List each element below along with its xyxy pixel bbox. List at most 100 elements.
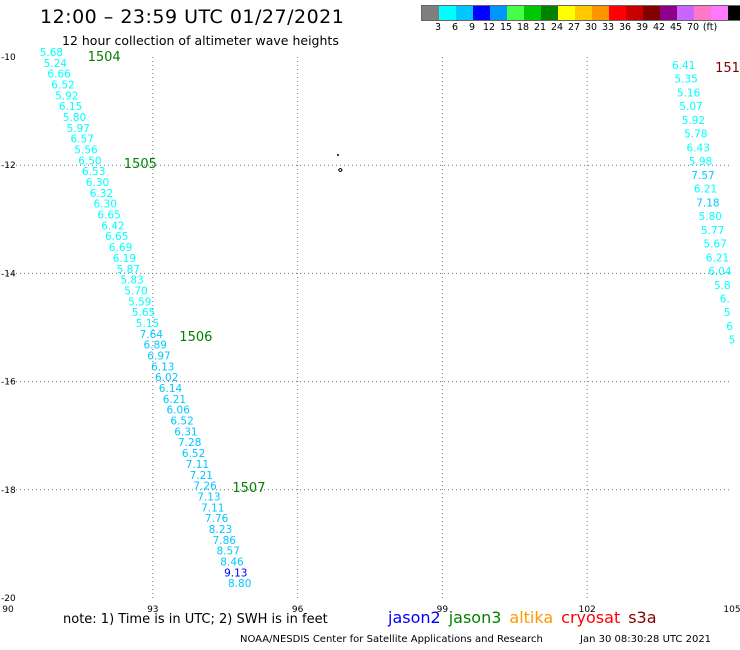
wave-height-tracks: 5.685.246.666.525.926.155.805.976.575.56…	[40, 47, 740, 590]
map-subtitle: 12 hour collection of altimeter wave hei…	[62, 33, 339, 48]
wave-height-value: 6.52	[182, 448, 205, 460]
scale-swatch	[439, 6, 456, 20]
scale-label: 24	[550, 22, 564, 33]
longitude-tick-label: 93	[147, 605, 158, 615]
wave-height-value: 5.83	[120, 275, 143, 287]
wave-height-value: 5.15	[136, 318, 159, 330]
scale-label: 42	[652, 22, 666, 33]
wave-height-value: 5.59	[128, 296, 151, 308]
credit-line: NOAA/NESDIS Center for Satellite Applica…	[240, 634, 543, 645]
wave-height-value: 6.	[720, 294, 730, 306]
scale-swatch	[524, 6, 541, 20]
wave-height-value: 7.64	[140, 329, 164, 341]
wave-height-value: 5.87	[117, 264, 140, 276]
latitude-tick-label: -12	[1, 161, 16, 171]
wave-height-value: 6.13	[151, 361, 174, 373]
scale-swatch	[643, 6, 660, 20]
scale-label: 9	[468, 22, 476, 33]
wave-height-value: 5.78	[684, 129, 707, 141]
wave-height-value: 8.57	[217, 546, 240, 558]
wave-height-value: 6.52	[51, 79, 74, 91]
wave-height-value: 6.15	[59, 101, 82, 113]
scale-label: 3	[434, 22, 442, 33]
wave-height-value: 7.57	[691, 170, 714, 182]
wave-height-value: 5.80	[63, 112, 86, 124]
wave-height-value: 6.65	[105, 231, 128, 243]
wave-height-value: 6.04	[708, 266, 732, 278]
pass-number-label: 1504	[88, 50, 121, 65]
longitude-tick-label: 105	[723, 605, 740, 615]
wave-height-value: 5.92	[55, 90, 78, 102]
wave-height-value: 7.18	[696, 197, 719, 209]
units-note: note: 1) Time is in UTC; 2) SWH is in fe…	[63, 612, 328, 627]
scale-swatch	[558, 6, 575, 20]
wave-height-value: 6.53	[82, 166, 105, 178]
satellite-name-cryosat: cryosat	[561, 608, 621, 627]
wave-height-value: 6.50	[78, 155, 101, 167]
latitude-tick-label: -20	[1, 594, 16, 604]
wave-height-value: 6.89	[144, 340, 167, 352]
scale-label: 36	[618, 22, 632, 33]
satellite-pass-track: 6.41 5.355.16 5.07 5.92 5.786.43 5.98 7.57 6.21…	[672, 60, 740, 347]
scale-swatch	[609, 6, 626, 20]
satellite-name-altika: altika	[509, 608, 554, 627]
wave-height-value: 5	[729, 335, 736, 347]
wave-height-value: 5.80	[699, 211, 722, 223]
scale-swatch	[728, 6, 740, 20]
wave-height-value: 7.21	[190, 470, 213, 482]
wave-height-value: 6.43	[687, 142, 710, 154]
scale-label: 45	[669, 22, 683, 33]
wave-height-value: 6.02	[155, 372, 178, 384]
wave-height-value: 5.07	[679, 101, 702, 113]
longitude-tick-label: 102	[579, 605, 596, 615]
map-title: 12:00 – 23:59 UTC 01/27/2021	[40, 6, 345, 28]
scale-label: 21	[533, 22, 547, 33]
wave-height-value: 5.68	[40, 47, 63, 59]
wave-height-value: 5.77	[701, 225, 724, 237]
wave-height-value: 6.21	[706, 252, 729, 264]
wave-height-value: 5.70	[124, 285, 147, 297]
scale-swatch	[592, 6, 609, 20]
wave-height-value: 6.66	[47, 69, 71, 81]
wave-height-value: 8.46	[220, 557, 244, 569]
scale-swatch	[694, 6, 711, 20]
wave-height-value: 6.19	[113, 253, 136, 265]
scale-swatch	[473, 6, 490, 20]
wave-height-value: 6.21	[163, 394, 186, 406]
wave-height-value: 5.97	[67, 123, 90, 135]
pass-number-label: 151	[715, 61, 740, 76]
wave-height-value: 6.42	[101, 220, 124, 232]
generated-timestamp: Jan 30 08:30:28 UTC 2021	[580, 634, 712, 645]
longitude-tick-label: 96	[292, 605, 304, 615]
scale-label: 30	[584, 22, 598, 33]
wave-height-value: 5.98	[689, 156, 712, 168]
scale-swatch	[677, 6, 694, 20]
pass-number-label: 1505	[124, 157, 157, 172]
wave-height-value: 6.65	[97, 210, 120, 222]
wave-height-value: 6	[726, 321, 733, 333]
lat-lon-grid	[8, 57, 732, 598]
wave-height-value: 6.30	[94, 199, 117, 211]
satellite-name-jason2: jason2	[388, 608, 441, 627]
wave-height-value: 8.23	[209, 524, 232, 536]
scale-swatch	[711, 6, 728, 20]
satellite-name-jason3: jason3	[448, 608, 502, 627]
latitude-tick-label: -10	[1, 53, 16, 63]
wave-height-value: 5.8	[714, 280, 731, 292]
scale-swatch	[626, 6, 643, 20]
scale-label: 70	[686, 22, 700, 33]
wave-height-value: 5.56	[74, 145, 98, 157]
pass-number-label: 1507	[232, 481, 265, 496]
wave-height-value: 5.16	[677, 87, 701, 99]
scale-label: 15	[499, 22, 513, 33]
satellite-legend: jason2 jason3 altika cryosat s3a	[388, 608, 665, 627]
scale-label: (ft)	[702, 22, 718, 33]
wave-height-value: 6.14	[159, 383, 183, 395]
wave-height-value: 5.92	[682, 115, 705, 127]
satellite-name-s3a: s3a	[628, 608, 657, 627]
satellite-pass-track: 5.685.246.666.525.926.155.805.976.575.56…	[40, 47, 266, 590]
wave-height-value: 6.21	[694, 184, 717, 196]
scale-swatch	[660, 6, 677, 20]
wave-height-value: 6.97	[147, 351, 170, 363]
